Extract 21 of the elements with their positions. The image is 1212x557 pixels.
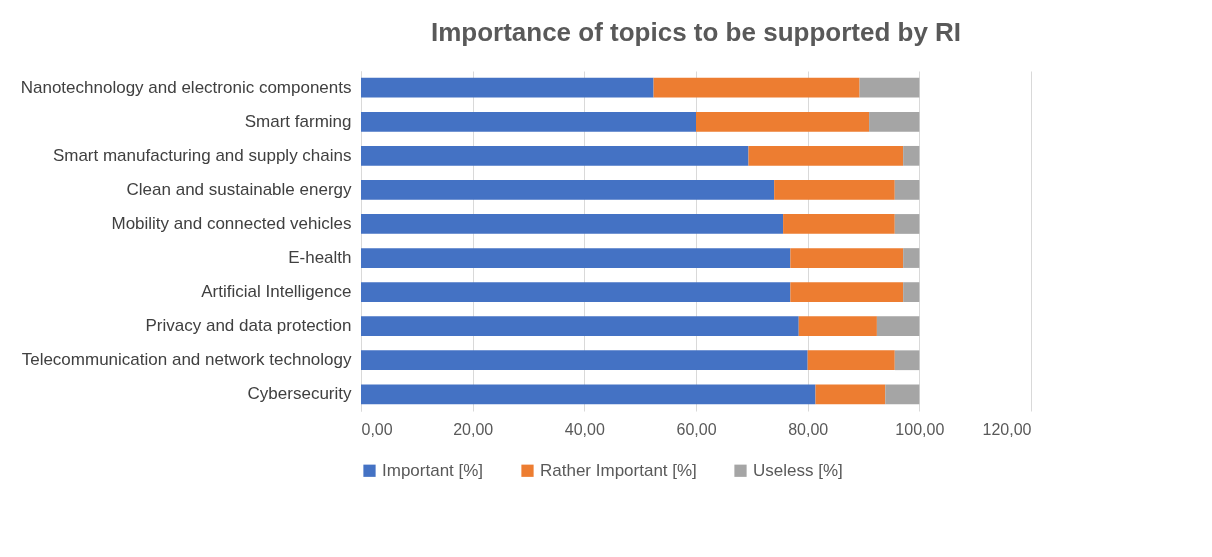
x-tick-label: 120,00 [982,420,1032,438]
y-tick-label: Smart manufacturing and supply chains [52,145,352,165]
y-tick-label: Cybersecurity [247,384,352,404]
y-tick-label: Mobility and connected vehicles [111,213,352,233]
legend-label: Useless [%] [753,460,843,480]
x-tick-label: 40,00 [564,420,605,438]
x-tick-label: 0,00 [361,420,393,438]
y-tick-label: Clean and sustainable energy [126,179,352,199]
chart-title: Importance of topics to be supported by RI [430,17,962,47]
x-tick-label: 80,00 [788,420,829,438]
y-tick-label: Smart farming [244,111,352,131]
x-tick-label: 60,00 [676,420,717,438]
y-tick-label: E-health [288,248,352,268]
legend-label: Rather Important [%] [540,460,697,480]
x-tick-label: 20,00 [453,420,494,438]
y-tick-label: Artificial Intelligence [201,282,352,302]
legend-label: Important [%] [382,460,484,480]
y-tick-label: Nanotechnology and electronic components [20,77,352,97]
x-tick-label: 100,00 [895,420,945,438]
y-tick-label: Telecommunication and network technology [21,350,352,370]
y-tick-label: Privacy and data protection [145,316,352,336]
